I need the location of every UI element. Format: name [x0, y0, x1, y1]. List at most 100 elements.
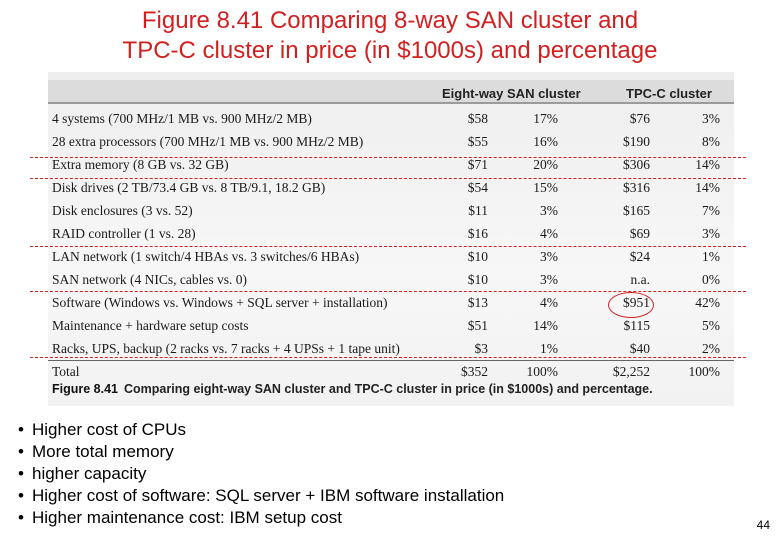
- bullet-dot-icon: •: [18, 486, 24, 505]
- dashed-separator: [30, 157, 746, 158]
- dashed-separator: [30, 246, 746, 247]
- tpc-percent: 8%: [702, 134, 720, 149]
- tpc-cost: $190: [623, 134, 650, 149]
- san-percent: 3%: [540, 249, 558, 264]
- san-cost: $3: [474, 341, 489, 356]
- slide-title-line-1: Figure 8.41 Comparing 8-way SAN cluster …: [141, 7, 639, 34]
- table-row: Maintenance + hardware setup costs $51 1…: [48, 315, 734, 337]
- table-row: LAN network (1 switch/4 HBAs vs. 3 switc…: [48, 246, 734, 268]
- san-cost: $10: [467, 272, 488, 287]
- bullet-item: • Higher cost of software: SQL server + I…: [18, 485, 504, 507]
- san-percent: 3%: [540, 203, 558, 218]
- bullet-list: • Higher cost of CPUs • More total memory …: [18, 419, 504, 529]
- slide-title-line-2: TPC-C cluster in price (in $1000s) and p…: [122, 37, 658, 64]
- highlight-circle: [608, 292, 654, 318]
- san-percent: 3%: [540, 272, 558, 287]
- bullet-item: • More total memory: [18, 441, 504, 463]
- dashed-separator: [30, 291, 746, 292]
- san-percent: 17%: [533, 111, 558, 126]
- tpc-cost: n.a.: [630, 272, 651, 287]
- tpc-percent: 0%: [702, 272, 720, 287]
- row-label: Disk drives (2 TB/73.4 GB vs. 8 TB/9.1, …: [52, 180, 326, 195]
- san-cost: $51: [467, 318, 488, 333]
- san-percent: 4%: [540, 295, 558, 310]
- table-row: 28 extra processors (700 MHz/1 MB vs. 90…: [48, 131, 734, 153]
- bullet-dot-icon: •: [18, 442, 24, 461]
- tpc-cost: $69: [629, 226, 650, 241]
- tpc-cost: $115: [623, 318, 651, 333]
- bullet-dot-icon: •: [18, 464, 24, 483]
- bullet-dot-icon: •: [18, 420, 24, 439]
- san-cost: $55: [467, 134, 488, 149]
- bullet-text: Higher cost of CPUs: [32, 420, 186, 439]
- tpc-percent: 5%: [702, 318, 720, 333]
- tpc-cost: $316: [623, 180, 650, 195]
- tpc-cost: $76: [629, 111, 650, 126]
- tpc-cost: $165: [623, 203, 650, 218]
- table-row: 4 systems (700 MHz/1 MB vs. 900 MHz/2 MB…: [48, 108, 734, 130]
- bullet-text: Higher maintenance cost: IBM setup cost: [32, 508, 342, 527]
- caption-label: Figure 8.41: [52, 382, 118, 396]
- san-cost: $352: [461, 364, 488, 379]
- san-cost: $11: [468, 203, 488, 218]
- san-cost: $13: [467, 295, 488, 310]
- scanned-table-figure: Eight-way SAN cluster TPC-C cluster 4 sy…: [48, 72, 734, 406]
- table-row: Disk enclosures (3 vs. 52) $11 3% $165 7…: [48, 200, 734, 222]
- table-row-total: Total $352 100% $2,252 100%: [48, 360, 734, 383]
- dashed-separator: [30, 178, 746, 179]
- bullet-text: Higher cost of software: SQL server + IB…: [32, 486, 505, 505]
- tpc-percent: 3%: [702, 111, 720, 126]
- san-cost: $58: [467, 111, 488, 126]
- table-row: RAID controller (1 vs. 28) $16 4% $69 3%: [48, 223, 734, 245]
- san-cost: $54: [467, 180, 488, 195]
- dashed-separator: [30, 357, 746, 358]
- san-percent: 15%: [533, 180, 558, 195]
- tpc-percent: 42%: [695, 295, 720, 310]
- slide-title: Figure 8.41 Comparing 8-way SAN cluster …: [0, 6, 780, 66]
- table-row: Disk drives (2 TB/73.4 GB vs. 8 TB/9.1, …: [48, 177, 734, 199]
- san-percent: 16%: [533, 134, 558, 149]
- bullet-item: • Higher maintenance cost: IBM setup cost: [18, 507, 504, 529]
- row-label: Extra memory (8 GB vs. 32 GB): [52, 157, 229, 172]
- figure-caption: Figure 8.41 Comparing eight-way SAN clust…: [52, 382, 653, 396]
- san-cost: $16: [467, 226, 488, 241]
- tpc-cost: $24: [629, 249, 650, 264]
- san-percent: 1%: [540, 341, 558, 356]
- tpc-percent: 7%: [702, 203, 720, 218]
- san-cost: $10: [467, 249, 488, 264]
- tpc-cost: $306: [623, 157, 650, 172]
- table-row: SAN network (4 NICs, cables vs. 0) $10 3…: [48, 269, 734, 291]
- tpc-percent: 14%: [695, 157, 720, 172]
- tpc-cost: $2,252: [612, 364, 650, 379]
- table-row: Racks, UPS, backup (2 racks vs. 7 racks …: [48, 338, 734, 360]
- header-tpc-c: TPC-C cluster: [626, 86, 712, 101]
- table-header-band: [48, 80, 734, 104]
- table-row: Extra memory (8 GB vs. 32 GB) $71 20% $3…: [48, 154, 734, 176]
- tpc-percent: 3%: [702, 226, 720, 241]
- row-label: SAN network (4 NICs, cables vs. 0): [52, 272, 247, 287]
- san-percent: 14%: [533, 318, 558, 333]
- row-label: 4 systems (700 MHz/1 MB vs. 900 MHz/2 MB…: [52, 111, 312, 126]
- row-label: LAN network (1 switch/4 HBAs vs. 3 switc…: [52, 249, 360, 264]
- row-label: Racks, UPS, backup (2 racks vs. 7 racks …: [52, 341, 400, 356]
- row-label: Total: [52, 364, 80, 379]
- bullet-item: • Higher cost of CPUs: [18, 419, 504, 441]
- row-label: Disk enclosures (3 vs. 52): [52, 203, 193, 218]
- san-percent: 100%: [526, 364, 559, 379]
- san-cost: $71: [467, 157, 488, 172]
- san-percent: 4%: [540, 226, 558, 241]
- tpc-percent: 2%: [702, 341, 720, 356]
- san-percent: 20%: [533, 157, 558, 172]
- bullet-text: higher capacity: [32, 464, 147, 483]
- caption-text: Comparing eight-way SAN cluster and TPC-…: [124, 382, 653, 396]
- header-eight-way-san: Eight-way SAN cluster: [442, 86, 581, 101]
- tpc-cost: $40: [629, 341, 650, 356]
- row-label: RAID controller (1 vs. 28): [52, 226, 196, 241]
- row-label: 28 extra processors (700 MHz/1 MB vs. 90…: [52, 134, 364, 149]
- page-number: 44: [756, 518, 770, 532]
- tpc-percent: 100%: [688, 364, 721, 379]
- row-label: Maintenance + hardware setup costs: [52, 318, 249, 333]
- bullet-text: More total memory: [32, 442, 174, 461]
- row-label: Software (Windows vs. Windows + SQL serv…: [52, 295, 388, 310]
- bullet-item: • higher capacity: [18, 463, 504, 485]
